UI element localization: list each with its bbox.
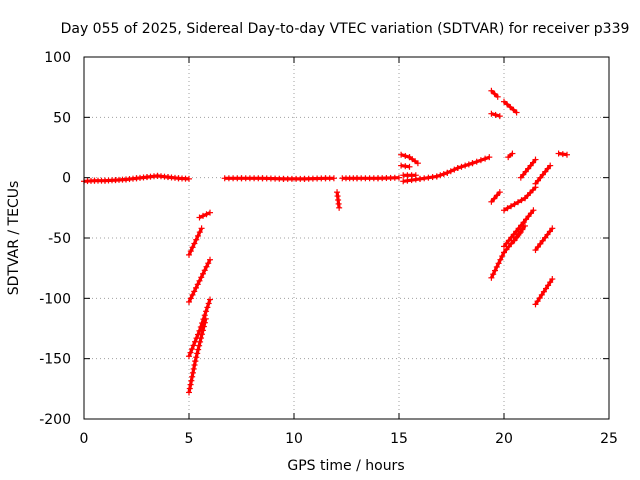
data-series: [186, 256, 213, 305]
data-series: [81, 172, 192, 185]
x-tick-label: 10: [285, 431, 303, 447]
data-series: [501, 98, 520, 116]
x-tick-label: 20: [495, 431, 513, 447]
data-series: [334, 189, 343, 211]
plot-frame: [83, 56, 610, 420]
x-tick-label: 25: [600, 431, 618, 447]
data-series: [186, 315, 209, 396]
data-series: [398, 162, 413, 170]
data-series: [398, 151, 421, 167]
data-series: [488, 110, 503, 120]
data-series: [501, 184, 539, 214]
data-series: [505, 150, 516, 161]
data-series: [532, 276, 556, 308]
y-tick-label: -150: [39, 352, 71, 368]
y-tick-label: 0: [62, 171, 71, 187]
data-series: [488, 189, 503, 205]
x-tick-label: 15: [390, 431, 408, 447]
data-series: [196, 209, 213, 221]
data-series: [501, 207, 537, 250]
x-tick-label: 0: [80, 431, 89, 447]
data-series: [339, 174, 402, 182]
y-tick-label: -200: [39, 412, 71, 428]
data-series: [511, 222, 528, 244]
y-tick-label: 100: [44, 50, 71, 66]
data-series: [400, 172, 419, 179]
data-layer: [81, 87, 570, 396]
data-series: [488, 87, 501, 100]
y-tick-label: 50: [53, 110, 71, 126]
data-series: [400, 154, 493, 185]
y-tick-label: -50: [48, 231, 71, 247]
data-series: [555, 150, 570, 158]
data-series: [532, 225, 556, 254]
data-series: [186, 225, 205, 258]
x-axis-label: GPS time / hours: [287, 458, 404, 474]
data-series: [221, 175, 337, 182]
data-series: [532, 162, 554, 187]
data-series: [517, 156, 539, 181]
chart-title: Day 055 of 2025, Sidereal Day-to-day VTE…: [61, 21, 630, 37]
series-trace: [490, 191, 502, 203]
axis-layer: 0 5 10 15 20 25 -200 -150 -100 -50 0 50 100: [39, 50, 618, 447]
y-axis-label: SDTVAR / TECUs: [6, 181, 22, 296]
series-trace: [198, 211, 211, 219]
x-tick-label: 5: [185, 431, 194, 447]
grid-layer: [84, 57, 609, 419]
y-tick-label: -100: [39, 291, 71, 307]
